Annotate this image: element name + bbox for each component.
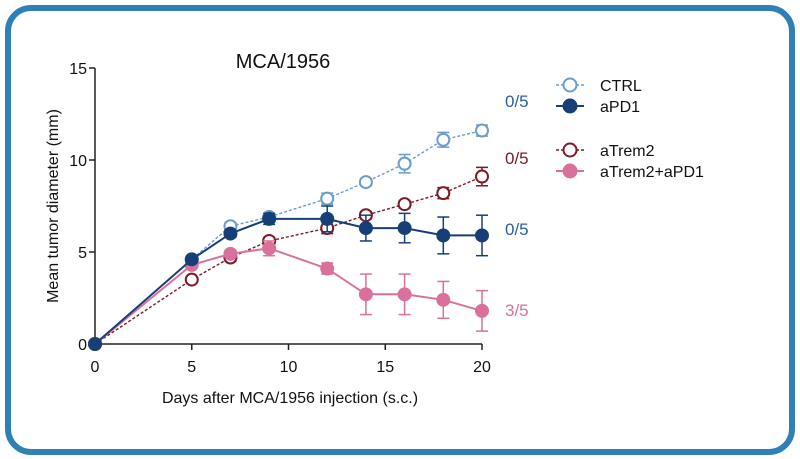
annotation-label: 0/5 [505, 220, 529, 239]
data-point [358, 175, 373, 190]
y-tick-label: 5 [78, 245, 87, 262]
annotation-label: 3/5 [505, 301, 529, 320]
data-point [397, 156, 412, 171]
data-point [320, 191, 335, 206]
axes: 0 5 10 15 20 0 5 10 15 [69, 61, 491, 376]
legend: CTRL aPD1 aTrem2 aTrem2+aPD1 [556, 77, 704, 181]
data-point [475, 228, 489, 243]
data-point [397, 197, 412, 212]
chart-title: MCA/1956 [236, 51, 331, 73]
annotation-label: 0/5 [505, 149, 529, 168]
legend-item: CTRL [556, 77, 642, 95]
data-point [262, 241, 277, 256]
x-tick-label: 5 [187, 359, 196, 376]
data-point [262, 211, 277, 226]
data-point [436, 292, 451, 307]
data-point [223, 246, 238, 261]
data-point [397, 287, 412, 302]
data-point [475, 169, 489, 184]
legend-item: aTrem2 [556, 142, 655, 160]
x-tick-label: 15 [376, 359, 394, 376]
data-point [436, 186, 451, 201]
data-point [358, 221, 373, 236]
series-layer [88, 123, 489, 351]
data-point [320, 261, 335, 276]
data-point [436, 228, 451, 243]
annotations: 0/5 0/5 0/5 3/5 [505, 92, 529, 320]
x-tick-label: 20 [473, 359, 491, 376]
data-point [475, 123, 489, 138]
legend-marker [562, 98, 578, 114]
series-aTrem2 [88, 166, 489, 351]
x-tick-label: 10 [280, 359, 298, 376]
data-point [88, 337, 102, 351]
data-point [397, 221, 412, 236]
y-axis-label: Mean tumor diameter (mm) [45, 109, 62, 303]
legend-marker [562, 142, 578, 158]
legend-item: aTrem2+aPD1 [556, 163, 704, 181]
data-point [320, 211, 335, 226]
series-line [94, 247, 483, 345]
data-point [184, 252, 199, 267]
data-point [184, 272, 199, 287]
y-tick-label: 0 [78, 337, 87, 354]
data-point [436, 132, 451, 147]
series-aTrem2+aPD1 [88, 240, 489, 351]
series-line [94, 175, 483, 345]
legend-label: aPD1 [600, 99, 640, 116]
legend-marker [562, 163, 578, 179]
legend-item: aPD1 [556, 98, 640, 116]
legend-label: CTRL [600, 78, 642, 95]
series-aPD1 [88, 205, 489, 351]
x-tick-label: 0 [91, 359, 100, 376]
annotation-label: 0/5 [505, 92, 529, 111]
data-point [223, 226, 238, 241]
series-line [94, 217, 482, 345]
legend-label: aTrem2+aPD1 [600, 164, 704, 181]
x-axis-label: Days after MCA/1956 injection (s.c.) [162, 390, 418, 407]
data-point [475, 303, 489, 318]
y-tick-label: 15 [69, 61, 87, 78]
data-point [358, 287, 373, 302]
y-tick-label: 10 [69, 153, 87, 170]
legend-label: aTrem2 [600, 143, 655, 160]
legend-marker [562, 77, 578, 93]
